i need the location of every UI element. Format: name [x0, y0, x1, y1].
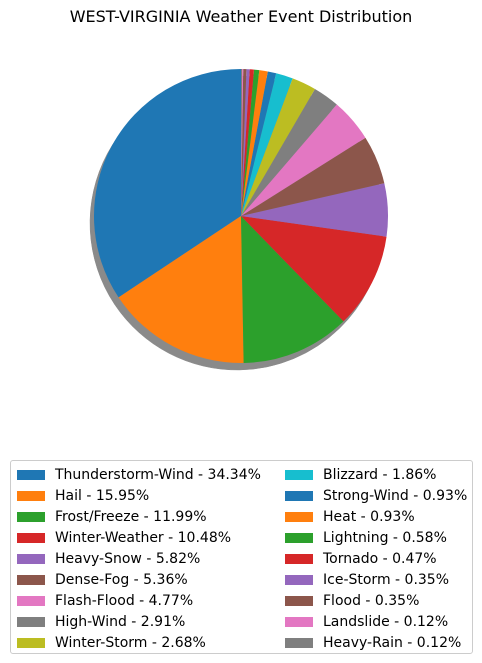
- pie-slice-11: [241, 70, 268, 216]
- legend-item: High-Wind - 2.91%: [17, 611, 185, 632]
- legend-swatch: [17, 574, 45, 585]
- legend-swatch: [285, 637, 313, 648]
- legend-label: Heavy-Snow - 5.82%: [55, 550, 201, 567]
- pie-slice-13: [241, 69, 255, 217]
- pie-slice-17: [241, 69, 243, 216]
- legend-label: Ice-Storm - 0.35%: [323, 571, 450, 588]
- legend-item: Strong-Wind - 0.93%: [285, 485, 467, 506]
- legend-item: Tornado - 0.47%: [285, 548, 437, 569]
- legend-label: Landslide - 0.12%: [323, 613, 449, 630]
- legend-label: Heat - 0.93%: [323, 508, 415, 525]
- legend-item: Heavy-Snow - 5.82%: [17, 548, 200, 569]
- legend-item: Frost/Freeze - 11.99%: [17, 506, 207, 527]
- legend-label: Frost/Freeze - 11.99%: [55, 508, 207, 525]
- legend-swatch: [17, 553, 45, 564]
- legend-item: Winter-Storm - 2.68%: [17, 632, 206, 653]
- legend-item: Flash-Flood - 4.77%: [17, 590, 193, 611]
- legend-swatch: [17, 595, 45, 606]
- pie-slice-5: [241, 137, 385, 216]
- chart-title: WEST-VIRGINIA Weather Event Distribution: [69, 7, 413, 26]
- legend-item: Thunderstorm-Wind - 34.34%: [17, 464, 261, 485]
- legend-item: Flood - 0.35%: [285, 590, 419, 611]
- legend-swatch: [17, 511, 45, 522]
- pie-slice-16: [241, 69, 244, 216]
- pie-slice-9: [241, 73, 293, 216]
- legend-label: Tornado - 0.47%: [323, 550, 437, 567]
- legend-swatch: [17, 637, 45, 648]
- legend-item: Landslide - 0.12%: [285, 611, 448, 632]
- legend-item: Hail - 15.95%: [17, 485, 149, 506]
- legend-swatch: [285, 532, 313, 543]
- pie-slice-8: [241, 78, 315, 216]
- legend-item: Heavy-Rain - 0.12%: [285, 632, 461, 653]
- legend-label: Flash-Flood - 4.77%: [55, 592, 194, 609]
- legend-swatch: [285, 490, 313, 501]
- legend-label: Hail - 15.95%: [55, 487, 150, 504]
- legend-label: Winter-Weather - 10.48%: [55, 529, 232, 546]
- legend-item: Dense-Fog - 5.36%: [17, 569, 188, 590]
- legend-label: Heavy-Rain - 0.12%: [323, 634, 462, 651]
- legend-label: Blizzard - 1.86%: [323, 466, 437, 483]
- legend-label: Lightning - 0.58%: [323, 529, 447, 546]
- legend-item: Lightning - 0.58%: [285, 527, 447, 548]
- legend-label: Winter-Storm - 2.68%: [55, 634, 206, 651]
- legend-swatch: [285, 511, 313, 522]
- pie-slice-4: [241, 183, 388, 237]
- legend-swatch: [17, 490, 45, 501]
- pie-slices: [94, 69, 388, 363]
- pie-slice-3: [241, 216, 387, 322]
- legend-item: Blizzard - 1.86%: [285, 464, 436, 485]
- legend-label: Strong-Wind - 0.93%: [323, 487, 468, 504]
- legend-item: Ice-Storm - 0.35%: [285, 569, 449, 590]
- pie-slice-10: [241, 71, 277, 217]
- legend-swatch: [17, 616, 45, 627]
- legend-label: High-Wind - 2.91%: [55, 613, 186, 630]
- pie-slice-15: [241, 69, 247, 216]
- legend: Thunderstorm-Wind - 34.34% Hail - 15.95% F…: [10, 460, 473, 654]
- legend-swatch: [285, 595, 313, 606]
- pie-slice-2: [241, 216, 344, 363]
- legend-swatch: [17, 469, 45, 480]
- pie-slice-1: [118, 216, 244, 363]
- pie-slice-7: [241, 88, 337, 216]
- legend-label: Flood - 0.35%: [323, 592, 420, 609]
- pie-slice-14: [241, 69, 250, 216]
- legend-swatch: [285, 574, 313, 585]
- pie-slice-6: [241, 104, 366, 216]
- pie-chart: [89, 69, 388, 371]
- legend-swatch: [17, 532, 45, 543]
- pie-slice-0: [94, 69, 242, 298]
- legend-swatch: [285, 553, 313, 564]
- legend-item: Winter-Weather - 10.48%: [17, 527, 231, 548]
- legend-label: Thunderstorm-Wind - 34.34%: [55, 466, 261, 483]
- pie-slice-12: [241, 69, 260, 216]
- legend-item: Heat - 0.93%: [285, 506, 415, 527]
- legend-label: Dense-Fog - 5.36%: [55, 571, 188, 588]
- legend-swatch: [285, 616, 313, 627]
- legend-swatch: [285, 469, 313, 480]
